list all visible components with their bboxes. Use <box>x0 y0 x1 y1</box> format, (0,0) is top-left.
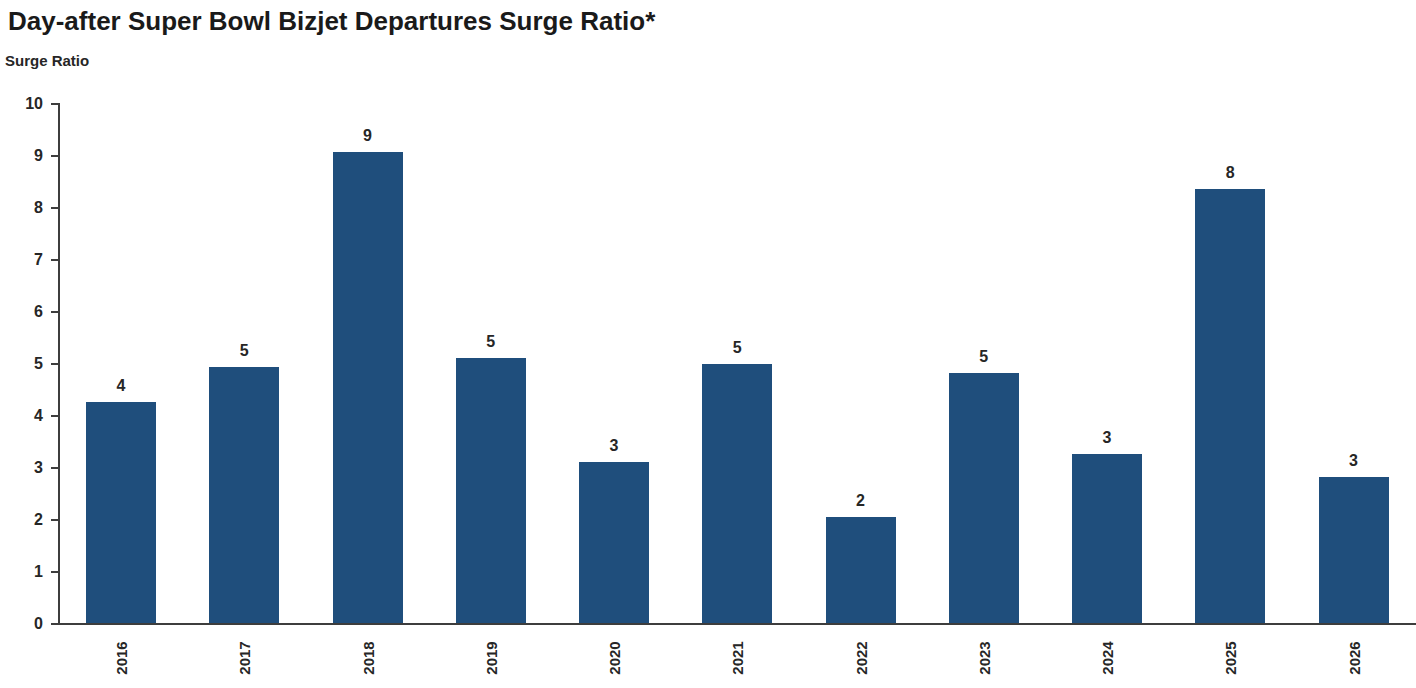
bar-value-label-2026: 3 <box>1332 451 1376 471</box>
y-tick-label: 8 <box>9 200 43 216</box>
y-axis-line <box>58 103 60 625</box>
bar-value-label-2024: 3 <box>1085 428 1129 448</box>
bar-value-label-2017: 5 <box>222 341 266 361</box>
x-category-label-2026: 2026 <box>1345 641 1362 674</box>
y-tick-label: 10 <box>9 96 43 112</box>
y-tick-mark <box>51 363 58 365</box>
chart-page: Day-after Super Bowl Bizjet Departures S… <box>0 0 1416 688</box>
x-category-label-2017: 2017 <box>236 641 253 674</box>
x-category-label-2020: 2020 <box>606 641 623 674</box>
x-category-label-2023: 2023 <box>975 641 992 674</box>
x-category-label-2025: 2025 <box>1222 641 1239 674</box>
y-tick-mark <box>51 571 58 573</box>
x-category-label-2019: 2019 <box>482 641 499 674</box>
bar-2019 <box>456 358 526 623</box>
y-tick-label: 2 <box>9 512 43 528</box>
y-tick-label: 1 <box>9 564 43 580</box>
y-tick-mark <box>51 311 58 313</box>
y-tick-mark <box>51 415 58 417</box>
y-tick-label: 3 <box>9 460 43 476</box>
y-tick-mark <box>51 467 58 469</box>
x-category-label-2016: 2016 <box>113 641 130 674</box>
y-tick-mark <box>51 103 58 105</box>
x-category-label-2018: 2018 <box>359 641 376 674</box>
bar-value-label-2025: 8 <box>1208 163 1252 183</box>
bar-value-label-2016: 4 <box>99 376 143 396</box>
y-tick-label: 7 <box>9 252 43 268</box>
y-tick-label: 5 <box>9 356 43 372</box>
bar-2023 <box>949 373 1019 623</box>
bar-2022 <box>826 517 896 623</box>
x-category-label-2024: 2024 <box>1099 641 1116 674</box>
y-tick-label: 4 <box>9 408 43 424</box>
y-tick-label: 9 <box>9 148 43 164</box>
y-tick-label: 6 <box>9 304 43 320</box>
bar-2021 <box>702 364 772 623</box>
bar-2018 <box>333 152 403 623</box>
y-tick-mark <box>51 207 58 209</box>
y-tick-mark <box>51 259 58 261</box>
bar-2016 <box>86 402 156 623</box>
bar-value-label-2023: 5 <box>962 347 1006 367</box>
bar-2020 <box>579 462 649 623</box>
bar-value-label-2022: 2 <box>839 491 883 511</box>
y-tick-mark <box>51 519 58 521</box>
y-tick-mark <box>51 623 58 625</box>
x-category-label-2021: 2021 <box>729 641 746 674</box>
bar-value-label-2018: 9 <box>346 126 390 146</box>
bar-value-label-2019: 5 <box>469 332 513 352</box>
bar-2025 <box>1195 189 1265 623</box>
bar-2024 <box>1072 454 1142 623</box>
y-tick-label: 0 <box>9 616 43 632</box>
bar-value-label-2021: 5 <box>715 338 759 358</box>
bar-2026 <box>1319 477 1389 623</box>
x-axis-line <box>58 623 1416 625</box>
x-category-label-2022: 2022 <box>852 641 869 674</box>
bar-2017 <box>209 367 279 623</box>
plot-area: 109876543210 420165201792018520193202052… <box>0 0 1416 688</box>
y-tick-mark <box>51 155 58 157</box>
bar-value-label-2020: 3 <box>592 436 636 456</box>
